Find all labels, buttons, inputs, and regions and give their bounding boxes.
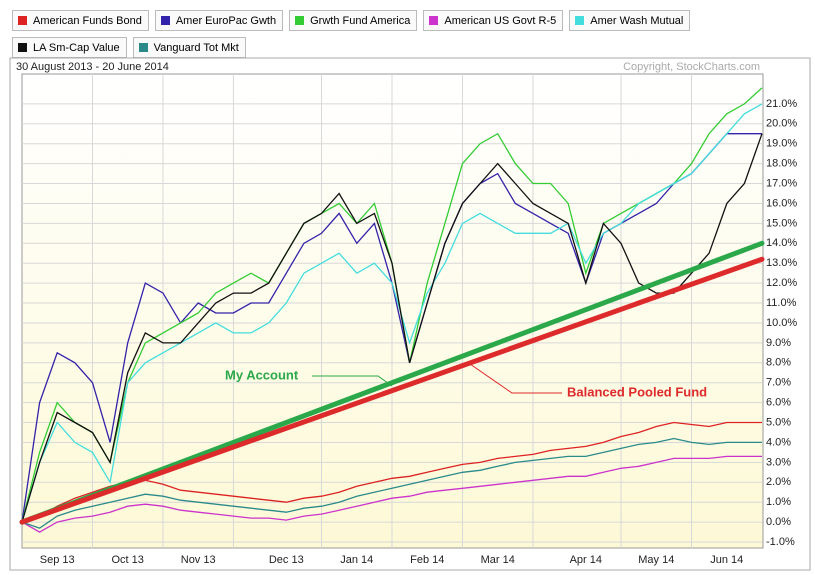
legend-swatch: [575, 16, 585, 25]
legend-item: Grwth Fund America: [289, 10, 418, 31]
y-tick-label: 9.0%: [766, 337, 791, 349]
y-tick-label: 19.0%: [766, 138, 797, 150]
legend-swatch: [138, 43, 148, 52]
y-tick-label: 5.0%: [766, 416, 791, 428]
legend-label: LA Sm-Cap Value: [33, 41, 120, 54]
annotation-pointer: [312, 375, 393, 387]
y-tick-label: 13.0%: [766, 257, 797, 269]
x-tick-label: Dec 13: [269, 554, 304, 566]
y-tick-label: 21.0%: [766, 98, 797, 110]
y-tick-label: 12.0%: [766, 277, 797, 289]
legend-swatch: [295, 16, 305, 25]
y-tick-label: 0.0%: [766, 516, 791, 528]
legend-item: LA Sm-Cap Value: [12, 37, 127, 58]
y-tick-label: 2.0%: [766, 476, 791, 488]
legend-item: Amer Wash Mutual: [569, 10, 691, 31]
y-tick-label: 18.0%: [766, 158, 797, 170]
x-tick-label: Jun 14: [710, 554, 743, 566]
legend-swatch: [18, 16, 27, 25]
y-tick-label: 15.0%: [766, 217, 797, 229]
x-tick-label: Jan 14: [340, 554, 373, 566]
y-tick-label: 20.0%: [766, 118, 797, 130]
y-tick-label: 4.0%: [766, 436, 791, 448]
copyright: Copyright, StockCharts.com: [623, 61, 760, 73]
legend-swatch: [160, 16, 170, 25]
x-tick-label: May 14: [638, 554, 674, 566]
x-tick-label: Nov 13: [181, 554, 216, 566]
series-line: [21, 437, 762, 529]
legend-item: Amer EuroPac Gwth: [154, 10, 284, 31]
y-tick-label: 10.0%: [766, 317, 797, 329]
y-tick-label: 7.0%: [766, 377, 791, 389]
x-tick-label: Mar 14: [481, 554, 515, 566]
subtitle: 30 August 2013 - 20 June 2014: [16, 61, 169, 73]
legend: American Funds Bond Amer EuroPac Gwth Grwt…: [12, 10, 802, 58]
y-tick-label: 6.0%: [766, 397, 791, 409]
annotation: My Account: [225, 367, 299, 382]
trend-line: [19, 240, 765, 525]
legend-label: Vanguard Tot Mkt: [153, 41, 239, 54]
y-tick-label: 8.0%: [766, 357, 791, 369]
x-tick-label: Oct 13: [112, 554, 144, 566]
legend-label: Amer EuroPac Gwth: [175, 14, 277, 27]
legend-item: American US Govt R-5: [423, 10, 564, 31]
series-line: [21, 133, 763, 523]
y-tick-label: 16.0%: [766, 197, 797, 209]
series-line: [21, 455, 762, 533]
legend-swatch: [429, 16, 439, 25]
legend-label: Grwth Fund America: [310, 14, 411, 27]
x-tick-label: Sep 13: [40, 554, 75, 566]
legend-label: Amer Wash Mutual: [590, 14, 684, 27]
trend-line: [19, 256, 765, 525]
x-tick-label: Feb 14: [410, 554, 444, 566]
legend-item: American Funds Bond: [12, 10, 149, 31]
y-tick-label: 14.0%: [766, 237, 797, 249]
y-tick-label: 11.0%: [766, 297, 797, 309]
legend-swatch: [18, 43, 27, 52]
y-tick-label: 1.0%: [766, 496, 791, 508]
frame: [9, 57, 811, 571]
legend-label: American Funds Bond: [33, 14, 142, 27]
y-tick-label: 3.0%: [766, 456, 791, 468]
legend-label: American US Govt R-5: [444, 14, 557, 27]
annotation: Balanced Pooled Fund: [567, 384, 707, 399]
series-line: [21, 103, 763, 523]
y-tick-label: -1.0%: [766, 536, 795, 548]
x-tick-label: Apr 14: [570, 554, 602, 566]
y-tick-label: 17.0%: [766, 177, 797, 189]
annotation-pointer: [469, 363, 562, 394]
